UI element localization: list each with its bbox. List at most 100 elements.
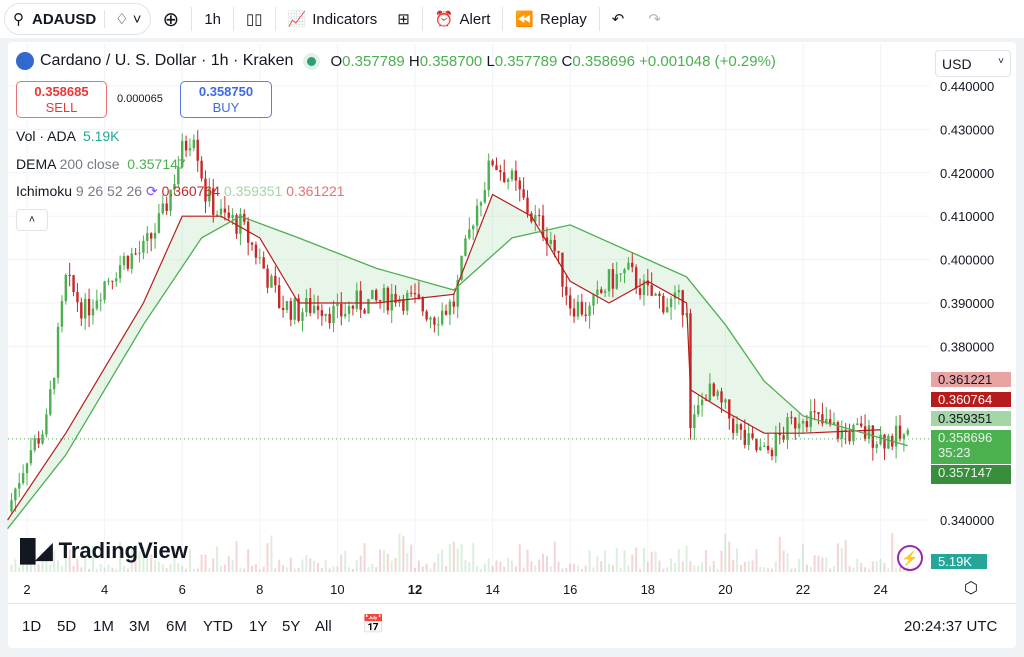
candle <box>359 281 362 319</box>
volume-bar <box>169 564 172 572</box>
volume-bar <box>864 567 867 572</box>
volume-bar <box>608 563 610 572</box>
volume-bar <box>317 563 319 572</box>
y-tick-label: 0.400000 <box>940 253 994 268</box>
volume-bar <box>514 566 517 572</box>
volume-bar <box>530 561 533 572</box>
alert-button[interactable]: ⏰ Alert <box>423 7 504 31</box>
interval-button[interactable]: 1h <box>192 7 234 31</box>
volume-bar <box>588 550 591 572</box>
range-1y[interactable]: 1Y <box>249 618 268 635</box>
candle <box>223 196 227 221</box>
ai-assistant-icon[interactable]: ⚡ <box>897 545 923 571</box>
chart-type-button[interactable]: ▯▯ <box>234 7 276 31</box>
ichimoku-indicator-legend[interactable]: Ichimoku 9 26 52 26 ⟳ 0.360764 0.359351 … <box>16 183 345 199</box>
candle <box>499 164 502 181</box>
volume-bar <box>790 568 793 572</box>
volume-bar <box>495 560 498 572</box>
symbol-search[interactable]: ⚲ ADAUSD ♢ ˅ <box>4 3 151 35</box>
volume-bar <box>611 565 614 572</box>
range-6m[interactable]: 6M <box>166 618 187 635</box>
candle <box>860 415 863 428</box>
volume-bar <box>10 564 13 572</box>
volume-bar <box>243 568 246 572</box>
volume-bar <box>386 553 389 572</box>
volume-bar <box>445 565 448 572</box>
candle <box>254 241 258 265</box>
candle <box>138 240 141 263</box>
range-5d[interactable]: 5D <box>57 618 77 635</box>
add-symbol-button[interactable]: ⊕ <box>151 7 193 31</box>
volume-bar <box>522 568 525 572</box>
volume-bar <box>573 563 576 572</box>
candle <box>270 273 273 288</box>
candle <box>37 431 40 448</box>
volume-bar <box>247 548 250 572</box>
volume-bar <box>406 553 409 572</box>
volume-bar <box>596 556 599 572</box>
volume-bar <box>309 558 312 572</box>
compare-date-range-icon[interactable]: 📅 <box>362 614 385 634</box>
candle <box>394 285 397 307</box>
dema-indicator-legend[interactable]: DEMA 200 close 0.357147 <box>16 156 186 172</box>
diamond-icon[interactable]: ♢ ˅ <box>104 10 142 28</box>
ichimoku-base-line <box>7 193 881 521</box>
layouts-icon[interactable]: ⊞ <box>397 11 410 28</box>
volume-bar <box>829 568 832 572</box>
x-tick-label: 10 <box>330 582 344 597</box>
sell-button[interactable]: 0.358685 SELL <box>16 81 107 118</box>
buy-button[interactable]: 0.358750 BUY <box>180 81 272 118</box>
candle <box>258 248 261 265</box>
redo-button[interactable]: ↷ <box>636 7 673 31</box>
candle <box>472 224 475 241</box>
volume-bar <box>441 549 444 572</box>
volume-bar <box>549 565 552 572</box>
range-3m[interactable]: 3M <box>129 618 150 635</box>
loading-icon: ⟳ <box>145 183 158 199</box>
chart-legend: Cardano / U. S. Dollar · 1h · Kraken O0.… <box>16 52 776 70</box>
range-1m[interactable]: 1M <box>93 618 114 635</box>
replay-button[interactable]: ⏪ Replay <box>503 7 600 31</box>
candle <box>188 138 192 157</box>
candle <box>107 277 110 286</box>
currency-select[interactable]: USD ˅ <box>935 50 1011 77</box>
candle <box>208 177 211 207</box>
range-1d[interactable]: 1D <box>22 618 42 635</box>
collapse-legend-button[interactable]: ˄ <box>16 209 48 231</box>
candle <box>786 412 789 449</box>
candle <box>316 295 320 320</box>
candle <box>246 217 250 256</box>
undo-button[interactable]: ↶ <box>600 7 637 31</box>
volume-bar <box>103 567 106 572</box>
range-all[interactable]: All <box>315 618 332 635</box>
candle <box>743 419 746 449</box>
volume-bar <box>26 564 28 572</box>
volume-bar <box>736 548 739 572</box>
candle <box>347 301 351 323</box>
volume-bar <box>666 567 669 572</box>
volume-bar <box>95 568 98 572</box>
candle <box>491 159 494 167</box>
volume-bar <box>557 562 560 572</box>
volume-bar <box>251 565 254 572</box>
range-5y[interactable]: 5Y <box>282 618 301 635</box>
volume-bar <box>565 567 568 572</box>
candle <box>537 208 541 226</box>
volume-bar <box>146 547 149 572</box>
volume-bar <box>212 558 215 572</box>
candle <box>615 261 618 290</box>
volume-bar <box>239 567 242 572</box>
candle <box>801 418 805 434</box>
volume-bar <box>786 553 789 572</box>
range-ytd[interactable]: YTD <box>203 618 233 635</box>
volume-bar <box>821 557 824 572</box>
volume-indicator-legend[interactable]: Vol · ADA 5.19K <box>16 128 120 144</box>
volume-bar <box>336 566 339 572</box>
candle <box>650 272 653 297</box>
indicators-button[interactable]: 📈 Indicators ⊞ <box>276 7 423 31</box>
bar-countdown: 35:23 <box>938 445 971 460</box>
volume-bar <box>720 550 723 572</box>
candle <box>642 274 646 306</box>
settings-icon[interactable]: ⬡ <box>964 580 978 597</box>
